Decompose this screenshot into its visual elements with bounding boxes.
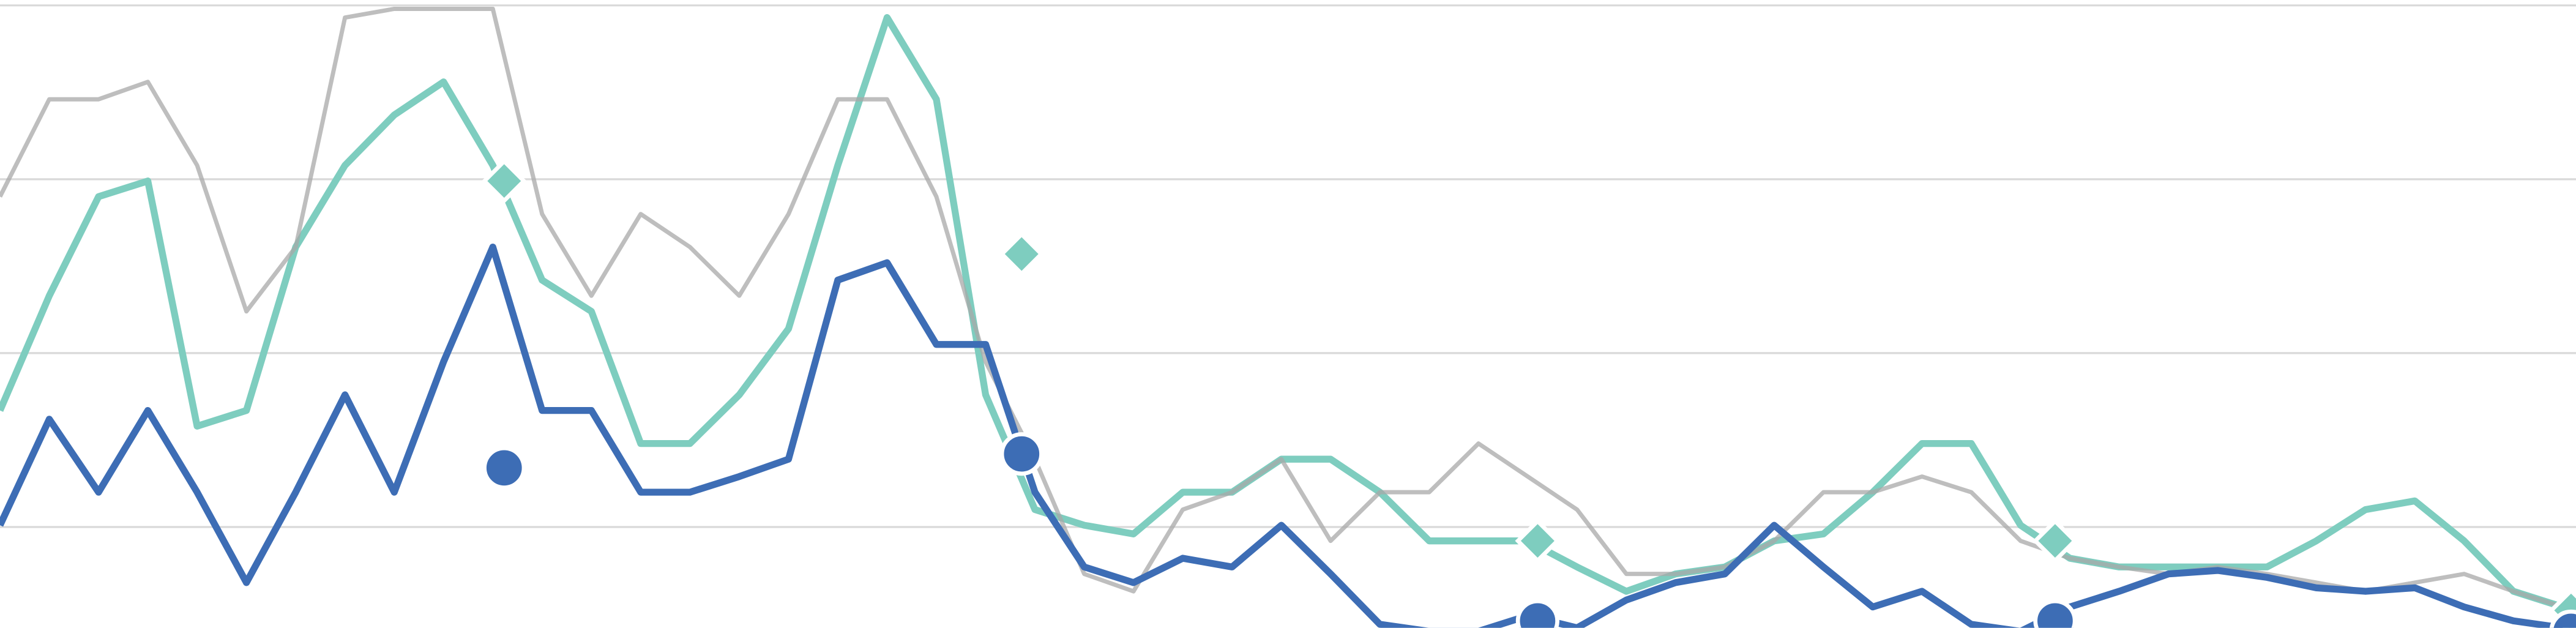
- series-line: [0, 7, 2564, 609]
- marker: [481, 158, 527, 204]
- marker: [2549, 609, 2576, 628]
- marker: [2032, 518, 2078, 564]
- series-line: [0, 244, 2564, 628]
- plot-area: [0, 4, 2576, 628]
- marker: [1515, 599, 1559, 628]
- marker: [999, 231, 1045, 277]
- marker: [482, 446, 526, 490]
- marker: [2033, 599, 2077, 628]
- series-line: [0, 14, 2564, 610]
- marker: [999, 432, 1043, 476]
- marker: [1515, 518, 1561, 564]
